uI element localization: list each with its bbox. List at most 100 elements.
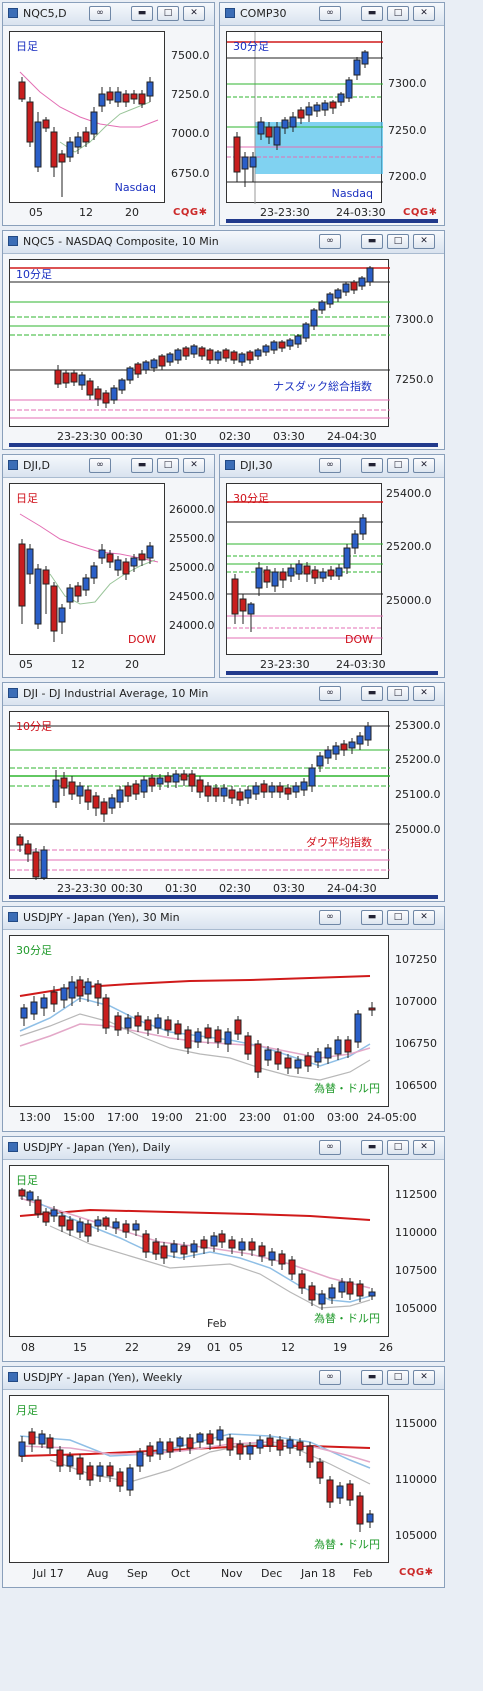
x-tick: Jul 17 — [33, 1567, 64, 1580]
y-tick: 7250.0 — [395, 373, 434, 386]
window-title: DJI,D — [23, 459, 50, 472]
navigation-bar[interactable] — [226, 671, 438, 675]
minimize-button[interactable]: ▬ — [361, 1140, 383, 1155]
close-button[interactable]: ✕ — [413, 6, 435, 21]
title-bar[interactable]: USDJPY - Japan (Yen), Weekly ∞ ▬ □ ✕ — [3, 1367, 444, 1390]
close-button[interactable]: ✕ — [413, 458, 435, 473]
x-tick: 01 — [207, 1341, 221, 1354]
maximize-button[interactable]: □ — [387, 6, 409, 21]
title-bar[interactable]: DJI - DJ Industrial Average, 10 Min ∞ ▬ … — [3, 683, 444, 706]
maximize-button[interactable]: □ — [387, 234, 409, 249]
plot-area[interactable]: 30分足 為替・ドル円 — [9, 935, 389, 1107]
price-chart — [18, 513, 159, 642]
maximize-button[interactable]: □ — [387, 686, 409, 701]
x-tick: 17:00 — [107, 1111, 139, 1124]
price-chart — [227, 32, 383, 204]
title-bar[interactable]: USDJPY - Japan (Yen), 30 Min ∞ ▬ □ ✕ — [3, 907, 444, 930]
chart-window-dji30: DJI,30 ∞ ▬ □ ✕ — [219, 454, 445, 678]
instrument-watermark: 為替・ドル円 — [314, 1082, 380, 1095]
close-button[interactable]: ✕ — [413, 1370, 435, 1385]
plot-area[interactable]: 月足 為替・ドル円 — [9, 1395, 389, 1563]
close-button[interactable]: ✕ — [183, 458, 205, 473]
chart-window-dji-daily: DJI,D ∞ ▬ □ ✕ — [2, 454, 215, 678]
x-tick: 20 — [125, 206, 139, 219]
close-button[interactable]: ✕ — [413, 910, 435, 925]
title-bar[interactable]: COMP30 ∞ ▬ □ ✕ — [220, 3, 444, 26]
maximize-button[interactable]: □ — [157, 6, 179, 21]
maximize-button[interactable]: □ — [387, 458, 409, 473]
title-bar[interactable]: NQC5 - NASDAQ Composite, 10 Min ∞ ▬ □ ✕ — [3, 231, 444, 254]
link-button[interactable]: ∞ — [319, 6, 341, 21]
y-tick: 24000.0 — [169, 619, 215, 632]
timeframe-label: 10分足 — [16, 720, 52, 733]
plot-area[interactable]: 30分足 Nasdaq — [226, 31, 383, 204]
plot-area[interactable]: 日足 DOW — [9, 483, 165, 655]
y-tick: 110000 — [395, 1473, 437, 1486]
close-button[interactable]: ✕ — [413, 234, 435, 249]
minimize-button[interactable]: ▬ — [131, 6, 153, 21]
title-bar[interactable]: NQC5,D ∞ ▬ □ ✕ — [3, 3, 214, 26]
x-tick: Oct — [171, 1567, 191, 1580]
price-chart — [18, 1188, 376, 1310]
minimize-button[interactable]: ▬ — [361, 1370, 383, 1385]
minimize-button[interactable]: ▬ — [361, 234, 383, 249]
window-title: USDJPY - Japan (Yen), Weekly — [23, 1371, 183, 1384]
title-bar[interactable]: DJI,D ∞ ▬ □ ✕ — [3, 455, 214, 478]
plot-area[interactable]: 10分足 ナスダック総合指数 — [9, 259, 390, 427]
y-tick: 115000 — [395, 1417, 437, 1430]
minimize-button[interactable]: ▬ — [361, 910, 383, 925]
x-tick: 01:00 — [283, 1111, 315, 1124]
x-tick: 22 — [125, 1341, 139, 1354]
link-button[interactable]: ∞ — [89, 6, 111, 21]
x-tick: 00:30 — [111, 882, 143, 895]
x-tick: 05 — [29, 206, 43, 219]
maximize-button[interactable]: □ — [157, 458, 179, 473]
title-bar[interactable]: USDJPY - Japan (Yen), Daily ∞ ▬ □ ✕ — [3, 1137, 444, 1160]
y-tick: 107250 — [395, 953, 437, 966]
y-tick: 7250.0 — [388, 124, 427, 137]
y-tick: 25000.0 — [395, 823, 441, 836]
title-bar[interactable]: DJI,30 ∞ ▬ □ ✕ — [220, 455, 444, 478]
cqg-logo: CQG✱ — [403, 207, 438, 218]
y-tick: 25400.0 — [386, 487, 432, 500]
y-tick: 110000 — [395, 1226, 437, 1239]
link-button[interactable]: ∞ — [319, 1140, 341, 1155]
instrument-watermark: 為替・ドル円 — [314, 1312, 380, 1325]
navigation-bar[interactable] — [226, 219, 438, 223]
minimize-button[interactable]: ▬ — [361, 686, 383, 701]
y-tick: 7200.0 — [388, 170, 427, 183]
link-button[interactable]: ∞ — [319, 910, 341, 925]
x-tick: 01:30 — [165, 430, 197, 443]
close-button[interactable]: ✕ — [413, 686, 435, 701]
close-button[interactable]: ✕ — [183, 6, 205, 21]
plot-area[interactable]: 日足 為替・ドル円 — [9, 1165, 389, 1337]
minimize-button[interactable]: ▬ — [361, 6, 383, 21]
x-tick: Dec — [261, 1567, 283, 1580]
price-chart — [18, 71, 159, 197]
window-title: NQC5 - NASDAQ Composite, 10 Min — [23, 235, 219, 248]
link-button[interactable]: ∞ — [319, 686, 341, 701]
navigation-bar[interactable] — [9, 443, 438, 447]
instrument-watermark: DOW — [344, 633, 373, 646]
maximize-button[interactable]: □ — [387, 1140, 409, 1155]
link-button[interactable]: ∞ — [319, 458, 341, 473]
minimize-button[interactable]: ▬ — [361, 458, 383, 473]
plot-area[interactable]: 日足 Nasdaq — [9, 31, 165, 203]
timeframe-label: 30分足 — [16, 944, 52, 957]
minimize-button[interactable]: ▬ — [131, 458, 153, 473]
link-button[interactable]: ∞ — [319, 234, 341, 249]
link-button[interactable]: ∞ — [89, 458, 111, 473]
x-tick: 23-23:30 — [260, 206, 310, 219]
plot-area[interactable]: 10分足 ダウ平均指数 — [9, 711, 390, 880]
chart-icon — [8, 688, 18, 698]
instrument-watermark: Nasdaq — [114, 181, 156, 194]
link-button[interactable]: ∞ — [319, 1370, 341, 1385]
maximize-button[interactable]: □ — [387, 910, 409, 925]
plot-area[interactable]: 30分足 DOW — [226, 483, 383, 655]
maximize-button[interactable]: □ — [387, 1370, 409, 1385]
close-button[interactable]: ✕ — [413, 1140, 435, 1155]
navigation-bar[interactable] — [9, 895, 438, 899]
timeframe-label: 10分足 — [16, 268, 52, 281]
timeframe-label: 30分足 — [233, 492, 269, 505]
x-tick: 03:30 — [273, 882, 305, 895]
